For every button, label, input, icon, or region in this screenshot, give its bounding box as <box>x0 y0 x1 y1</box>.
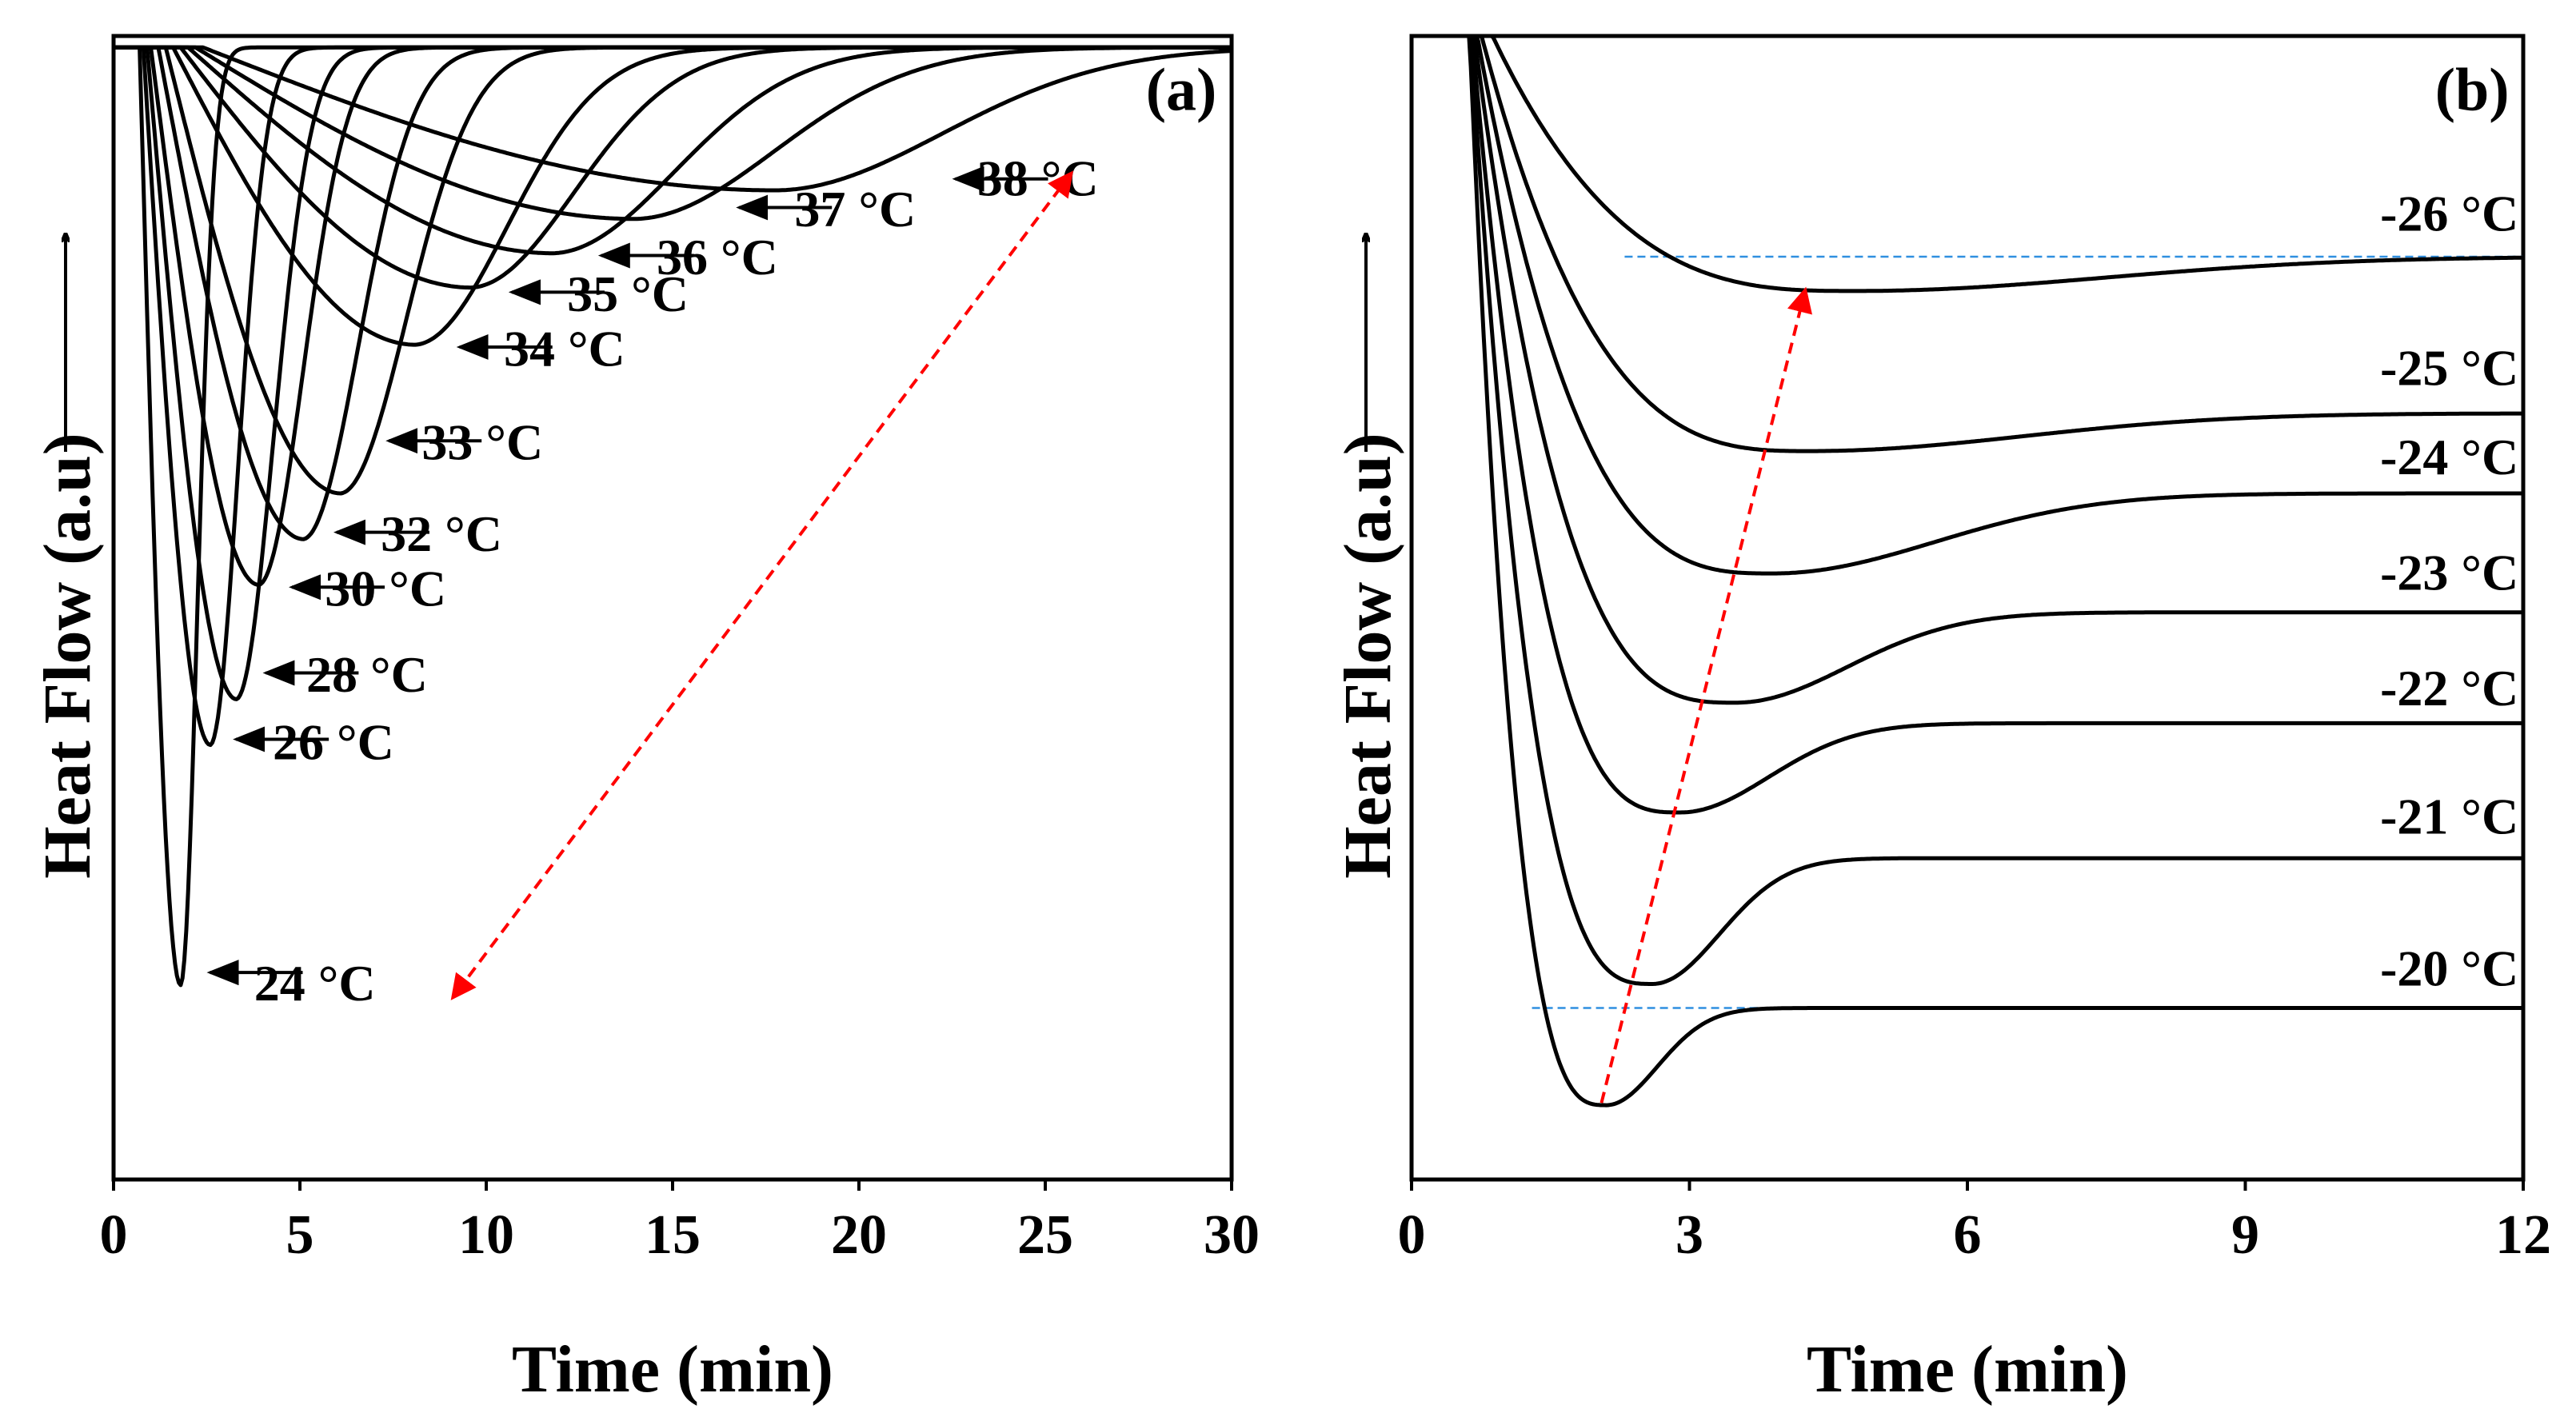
curve-label: 34 °C <box>504 320 625 377</box>
curve-label: 33 °C <box>421 414 543 471</box>
curve-label: 32 °C <box>381 505 502 562</box>
curve-label: -22 °C <box>2380 660 2518 716</box>
trend-arrow <box>450 170 1074 1000</box>
x-tick-label: 0 <box>1398 1204 1426 1266</box>
curve-label: 26 °C <box>273 713 394 770</box>
x-tick-label: 6 <box>1954 1204 1982 1266</box>
reference-line-group <box>1532 255 2523 1009</box>
curve-label: 30 °C <box>325 561 446 617</box>
x-tick-label: 10 <box>458 1204 514 1266</box>
panel-label: (b) <box>2435 56 2510 123</box>
curve-label: 37 °C <box>794 181 916 238</box>
series-line <box>1411 34 2524 576</box>
x-tick-label: 20 <box>831 1204 887 1266</box>
x-tick-group: 0 3 6 9 12 <box>1398 1180 2551 1266</box>
x-tick-label: 0 <box>100 1204 128 1266</box>
curve-label: -23 °C <box>2380 545 2518 601</box>
series-line <box>1411 34 2524 293</box>
x-axis-title: Time (min) <box>1807 1332 2128 1407</box>
curve-label-group: -26 °C -25 °C -24 °C -23 °C -22 °C -21 °C -20 … <box>2380 186 2518 997</box>
x-tick-label: 30 <box>1204 1204 1260 1266</box>
chart-panel-b: -26 °C -25 °C -24 °C -23 °C -22 °C -21 °C -20 … <box>1331 34 2551 1407</box>
x-tick-group: 0 5 10 15 20 25 30 <box>100 1180 1260 1266</box>
x-tick-label: 5 <box>286 1204 314 1266</box>
y-axis-title-text: Heat Flow (a.u) <box>30 433 105 879</box>
curve-label: -21 °C <box>2380 788 2518 844</box>
curve-label: -20 °C <box>2380 940 2518 996</box>
x-axis-title: Time (min) <box>512 1332 833 1407</box>
x-tick-label: 9 <box>2231 1204 2259 1266</box>
chart-panel-a: 38 °C37 °C36 °C35 °C34 °C33 °C32 °C30 °C… <box>30 34 1260 1407</box>
series-line <box>1411 34 2524 986</box>
series-line <box>1411 34 2524 453</box>
x-tick-label: 12 <box>2495 1204 2551 1266</box>
curve-label-group: 38 °C37 °C36 °C35 °C34 °C33 °C32 °C30 °C… <box>206 150 1099 1012</box>
curve-label: -25 °C <box>2380 340 2518 397</box>
series-line <box>1411 34 2524 705</box>
curve-label: 38 °C <box>977 150 1099 206</box>
y-axis-title: Heat Flow (a.u) <box>30 234 105 879</box>
x-tick-label: 3 <box>1675 1204 1703 1266</box>
curve-group <box>1411 34 2524 1108</box>
curve-label: 28 °C <box>306 646 428 703</box>
trend-arrow <box>1600 286 1813 1104</box>
curve-label: 35 °C <box>567 265 689 322</box>
x-tick-label: 25 <box>1017 1204 1073 1266</box>
series-line <box>1411 34 2524 1108</box>
x-tick-label: 15 <box>645 1204 701 1266</box>
curve-label: 24 °C <box>254 955 376 1012</box>
y-axis-title: Heat Flow (a.u) <box>1331 234 1405 879</box>
curve-label: -24 °C <box>2380 429 2518 485</box>
series-line <box>113 45 1232 701</box>
panel-label: (a) <box>1146 56 1217 123</box>
series-line <box>1411 34 2524 815</box>
curve-label: -26 °C <box>2380 186 2518 242</box>
y-axis-title-text: Heat Flow (a.u) <box>1331 433 1405 879</box>
